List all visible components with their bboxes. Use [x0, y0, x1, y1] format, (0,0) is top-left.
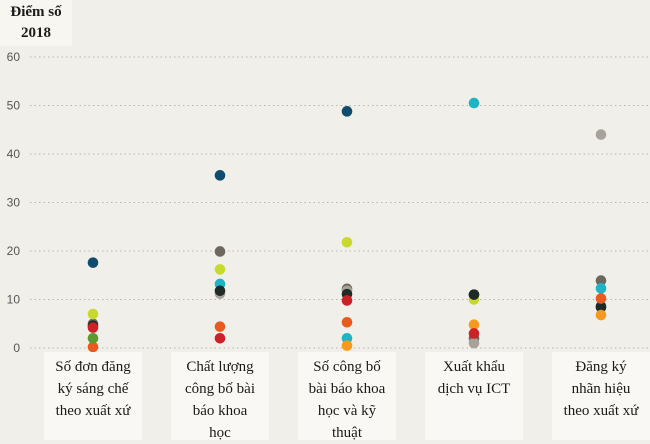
- data-point: [341, 333, 353, 344]
- data-point: [214, 285, 226, 297]
- x-category-label-line: theo xuất xứ: [55, 403, 131, 419]
- y-tick-label: 60: [7, 50, 21, 64]
- data-point: [468, 337, 480, 349]
- data-points: [87, 97, 607, 353]
- x-category-label-line: học và kỹ: [317, 403, 377, 419]
- x-category-label-line: Xuất khẩu: [442, 359, 506, 375]
- x-category-label-line: Đăng ký: [575, 359, 627, 375]
- y-tick-label: 30: [7, 196, 21, 210]
- data-point: [595, 301, 607, 313]
- chart-title-line: Điểm số: [10, 4, 62, 20]
- x-category-label-line: học: [209, 425, 231, 441]
- data-point: [595, 283, 607, 294]
- data-point: [341, 236, 353, 248]
- x-category-label-line: theo xuất xứ: [563, 403, 639, 419]
- x-category-label-line: thuật: [332, 425, 362, 441]
- data-point: [214, 333, 226, 344]
- data-point: [87, 257, 99, 268]
- y-tick-label: 40: [7, 147, 21, 161]
- data-point: [341, 106, 353, 117]
- data-point: [595, 293, 607, 304]
- x-category-label-line: Số công bố: [313, 359, 381, 375]
- y-tick-label: 20: [7, 244, 21, 258]
- data-point: [468, 97, 480, 109]
- data-point: [214, 264, 226, 275]
- data-point: [214, 246, 226, 257]
- data-point: [341, 295, 353, 306]
- data-point: [214, 170, 226, 181]
- data-point: [87, 322, 99, 333]
- x-category-label-line: báo khoa: [192, 403, 248, 419]
- data-point: [595, 309, 607, 321]
- y-tick-label: 50: [7, 99, 21, 113]
- data-point: [595, 275, 607, 286]
- chart-title-line: 2018: [21, 25, 51, 41]
- data-point: [87, 333, 99, 344]
- x-category-label: Xuất khẩu dịch vụ ICT: [425, 352, 523, 440]
- chart-title: Điểm số 2018: [0, 0, 72, 46]
- data-point: [87, 308, 99, 320]
- y-tick-label: 0: [13, 341, 20, 355]
- x-category-label: Số đơn đăng ký sáng chế theo xuất xứ: [44, 352, 142, 440]
- x-category-label-line: Chất lượng: [186, 359, 254, 375]
- x-category-label-line: dịch vụ ICT: [437, 381, 511, 397]
- data-point: [468, 289, 480, 300]
- data-point: [341, 316, 353, 328]
- x-category-label-line: công bố bài: [185, 381, 255, 397]
- data-point: [468, 319, 480, 331]
- x-category-label: Chất lượng công bố bài báo khoa học: [171, 352, 269, 441]
- data-point: [214, 321, 226, 332]
- data-point: [87, 341, 99, 353]
- x-category-label-line: Số đơn đăng: [55, 359, 131, 375]
- data-point: [468, 328, 480, 339]
- x-category-label-line: bài báo khoa: [308, 381, 386, 397]
- data-point: [595, 129, 607, 140]
- y-axis-ticks: 0 10 20 30 40 50 60: [7, 50, 21, 355]
- x-category-label-line: ký sáng chế: [57, 381, 129, 397]
- x-category-label-line: nhãn hiệu: [571, 381, 631, 397]
- grid-lines: [30, 56, 648, 349]
- y-tick-label: 10: [7, 293, 21, 307]
- x-category-label: Số công bố bài báo khoa học và kỹ thuật: [298, 352, 396, 441]
- data-point: [341, 340, 353, 351]
- x-category-label: Đăng ký nhãn hiệu theo xuất xứ: [552, 352, 650, 440]
